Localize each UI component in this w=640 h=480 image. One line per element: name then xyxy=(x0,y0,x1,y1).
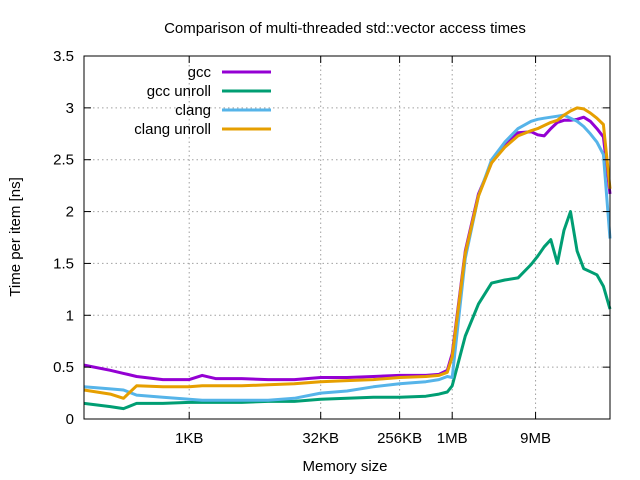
y-tick-label: 1 xyxy=(66,307,74,324)
series-line-clang xyxy=(83,113,612,402)
series-line-clang-unroll xyxy=(83,106,612,400)
y-tick-label: 0.5 xyxy=(53,359,74,376)
series-line-gcc xyxy=(83,115,612,382)
y-tick-label: 0 xyxy=(66,411,74,428)
legend-label-gcc: gcc xyxy=(188,64,212,81)
y-tick-label: 2.5 xyxy=(53,152,74,169)
x-tick-label: 9MB xyxy=(520,430,551,447)
x-tick-label: 1KB xyxy=(175,430,203,447)
legend-label-clang-unroll: clang unroll xyxy=(134,121,211,138)
y-tick-label: 2 xyxy=(66,204,74,221)
legend-label-clang: clang xyxy=(175,102,211,119)
x-tick-label: 1MB xyxy=(437,430,468,447)
series-line-gcc-unroll xyxy=(83,210,612,411)
series-lines xyxy=(83,106,612,411)
x-axis-label: Memory size xyxy=(302,458,387,475)
y-tick-label: 3 xyxy=(66,100,74,117)
plot-frame xyxy=(83,55,611,420)
x-tick-label: 32KB xyxy=(302,430,339,447)
axis-ticks: 0 0.5 1 1.5 2 2.5 3 3.5 1KB 32KB 256KB 1MB 9MB xyxy=(53,48,610,447)
y-tick-label: 1.5 xyxy=(53,255,74,272)
chart-title: Comparison of multi-threaded std::vector… xyxy=(164,20,526,37)
x-tick-label: 256KB xyxy=(377,430,422,447)
y-axis-label: Time per item [ns] xyxy=(7,177,24,296)
gridlines xyxy=(84,56,610,419)
legend-label-gcc-unroll: gcc unroll xyxy=(147,83,211,100)
legend: gcc gcc unroll clang clang unroll xyxy=(134,64,271,138)
y-tick-label: 3.5 xyxy=(53,48,74,65)
